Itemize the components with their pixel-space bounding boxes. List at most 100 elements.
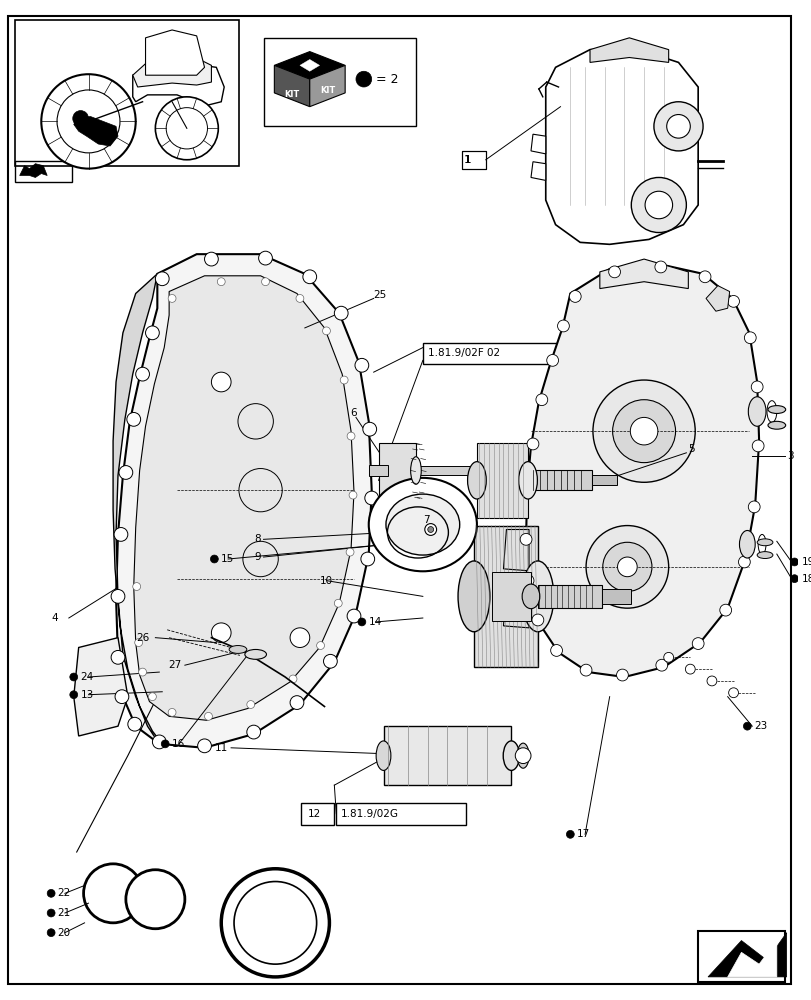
Circle shape [602,542,651,591]
Circle shape [340,376,348,384]
Circle shape [727,295,739,307]
Circle shape [611,400,675,463]
Circle shape [204,712,212,720]
Bar [383,726,511,785]
Circle shape [296,294,303,302]
Text: 10: 10 [320,576,333,586]
Circle shape [70,691,78,699]
Text: 1: 1 [465,155,471,165]
Circle shape [630,177,685,233]
Circle shape [654,261,666,273]
Bar [336,803,466,825]
Text: 1.81.9/02G: 1.81.9/02G [341,809,399,819]
Polygon shape [526,264,758,677]
Ellipse shape [457,561,489,632]
Circle shape [168,708,176,716]
Polygon shape [132,56,211,87]
Polygon shape [599,259,688,289]
Text: 22: 22 [57,888,71,898]
Bar [491,572,530,621]
Circle shape [47,889,55,897]
Text: 19: 19 [800,557,811,567]
Circle shape [111,589,125,603]
Circle shape [790,575,797,583]
Text: 1.81.9/02F 02: 1.81.9/02F 02 [427,348,500,358]
Circle shape [629,417,657,445]
Circle shape [289,675,297,683]
Circle shape [258,251,272,265]
Polygon shape [503,530,529,571]
Circle shape [363,422,376,436]
Circle shape [84,864,143,923]
Circle shape [135,639,143,647]
Circle shape [155,272,169,286]
Bar [697,931,783,982]
Circle shape [127,717,141,731]
Circle shape [550,645,562,656]
Circle shape [616,669,628,681]
Circle shape [355,71,371,87]
Ellipse shape [748,397,765,426]
Circle shape [334,599,341,607]
Text: 23: 23 [753,721,766,731]
Polygon shape [134,276,354,720]
Circle shape [152,735,166,749]
Circle shape [360,552,374,566]
Polygon shape [503,589,529,628]
Circle shape [569,291,581,302]
Text: KIT: KIT [320,86,335,95]
Circle shape [346,432,354,440]
Bar [415,466,476,475]
Circle shape [535,394,547,406]
Ellipse shape [467,462,486,499]
Circle shape [790,558,797,566]
Polygon shape [74,638,127,736]
Text: 12: 12 [307,809,320,819]
Circle shape [698,271,710,283]
Bar [591,475,616,485]
Text: 13: 13 [80,690,94,700]
Ellipse shape [767,406,785,413]
Bar [15,20,238,166]
Circle shape [161,740,169,748]
Circle shape [520,533,531,545]
Circle shape [111,650,125,664]
Bar [474,526,537,667]
Circle shape [546,354,558,366]
Circle shape [127,412,140,426]
Text: 14: 14 [368,617,381,627]
Ellipse shape [368,478,476,571]
Polygon shape [132,62,224,107]
Ellipse shape [518,462,537,499]
Bar [15,161,71,182]
Circle shape [617,557,637,577]
Circle shape [345,548,354,556]
Circle shape [566,830,573,838]
Circle shape [424,524,436,535]
Circle shape [521,482,534,494]
Bar [532,470,591,490]
Circle shape [592,380,694,482]
Ellipse shape [517,743,529,768]
Ellipse shape [756,552,772,559]
Text: 20: 20 [57,928,70,938]
Bar [423,343,564,364]
Text: 9: 9 [254,552,260,562]
Circle shape [354,358,368,372]
Circle shape [751,440,763,452]
Circle shape [221,869,329,977]
Circle shape [316,642,324,649]
Ellipse shape [521,584,539,609]
Circle shape [526,438,539,450]
Circle shape [132,583,140,590]
Text: 4: 4 [51,613,58,623]
Text: 24: 24 [80,672,94,682]
Polygon shape [74,116,118,146]
Ellipse shape [503,741,519,770]
Polygon shape [274,52,345,79]
Circle shape [322,327,330,335]
Circle shape [744,332,755,344]
Circle shape [126,870,185,929]
Circle shape [719,604,731,616]
Circle shape [41,74,135,169]
